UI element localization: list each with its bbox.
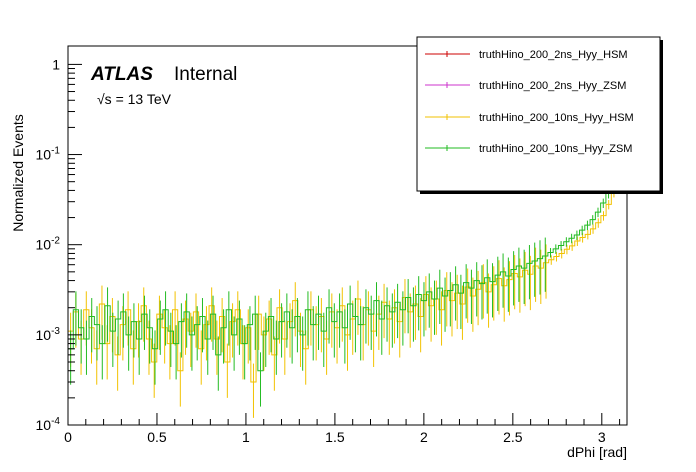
y-axis-title: Normalized Events: [10, 114, 26, 232]
series-truthHino_200_10ns_Hyy_HSM: [68, 159, 627, 418]
x-tick-label: 2: [420, 429, 428, 445]
series-truthHino_200_10ns_Hyy_ZSM: [68, 157, 627, 407]
y-tick-label: 10-3: [36, 326, 61, 343]
x-tick-label: 1.5: [325, 429, 345, 445]
y-tick-label: 10-2: [36, 236, 61, 253]
y-axis: 10-4 10-3 10-2 10-1 1: [36, 56, 82, 433]
atlas-label: ATLAS: [90, 64, 153, 85]
legend-label: truthHino_200_2ns_Hyy_HSM: [479, 49, 628, 61]
x-axis-title: dPhi [rad]: [567, 444, 627, 460]
x-tick-label: 0: [64, 429, 72, 445]
x-tick-label: 0.5: [147, 429, 167, 445]
legend-label: truthHino_200_10ns_Hyy_ZSM: [479, 143, 632, 155]
x-axis: 0 0.5 1 1.5 2 2.5 3: [64, 413, 621, 445]
y-tick-label: 10-4: [36, 416, 61, 433]
plot-frame: [67, 45, 628, 426]
x-tick-label: 3: [598, 429, 606, 445]
legend-box: [416, 36, 661, 192]
series-layer: [68, 157, 627, 418]
legend-label: truthHino_200_2ns_Hyy_ZSM: [479, 80, 626, 92]
legend: truthHino_200_2ns_Hyy_HSM truthHino_200_2…: [416, 36, 663, 194]
y-tick-label: 10-1: [36, 146, 61, 163]
y-tick-label: 1: [52, 56, 60, 72]
energy-label: √s = 13 TeV: [97, 91, 172, 107]
internal-label: Internal: [174, 64, 237, 85]
series-line: [68, 161, 627, 372]
x-tick-label: 1: [242, 429, 250, 445]
legend-label: truthHino_200_10ns_Hyy_HSM: [479, 112, 634, 124]
x-tick-label: 2.5: [503, 429, 523, 445]
